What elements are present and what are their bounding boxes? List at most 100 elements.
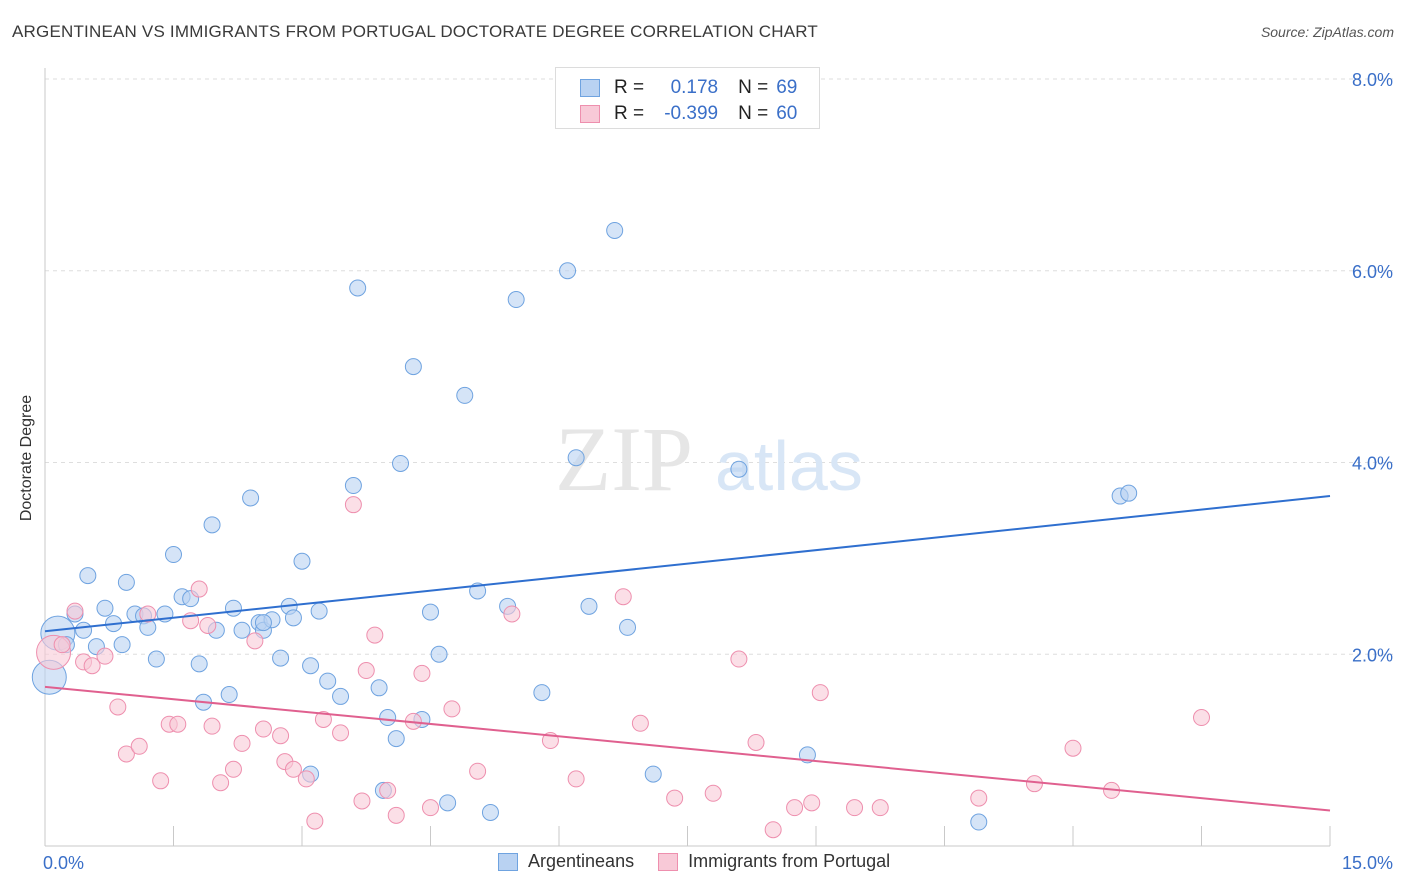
portugal-point <box>846 799 864 817</box>
source-note: Source: ZipAtlas.com <box>1260 24 1394 40</box>
series-legend: Argentineans Immigrants from Portugal <box>498 851 914 872</box>
portugal-point <box>254 720 272 738</box>
argentineans-point <box>404 358 422 376</box>
portugal-point <box>503 605 521 623</box>
argentineans-point <box>580 597 598 615</box>
n-label: N = <box>738 103 769 124</box>
portugal-point <box>212 774 230 792</box>
portugal-point <box>666 789 684 807</box>
portugal-point <box>203 717 221 735</box>
legend-item-argentineans[interactable]: Argentineans <box>498 851 634 872</box>
portugal-point <box>803 794 821 812</box>
stats-legend-row-portugal: R = -0.399 N = 60 <box>580 101 797 127</box>
portugal-point <box>109 698 127 716</box>
argentineans-point <box>430 645 448 663</box>
portugal-point <box>422 799 439 817</box>
argentineans-point <box>567 449 585 467</box>
argentineans-point <box>117 573 135 591</box>
portugal-point <box>284 760 302 778</box>
portugal-point <box>130 737 148 755</box>
argentineans-point <box>319 672 337 690</box>
portugal-point <box>152 772 170 790</box>
argentineans-point <box>344 477 362 495</box>
portugal-point <box>366 626 384 644</box>
x-tick-label-min: 0.0% <box>43 853 84 873</box>
portugal-point <box>614 588 632 606</box>
argentineans-point <box>75 621 93 639</box>
argentineans-point <box>272 649 290 667</box>
portugal-point <box>1025 775 1043 793</box>
argentineans-point <box>220 686 238 704</box>
argentineans-point <box>349 279 367 297</box>
argentineans-r-value: 0.178 <box>670 77 719 98</box>
portugal-n-value: 60 <box>776 103 798 124</box>
argentineans-point <box>165 546 182 564</box>
argentineans-point <box>203 516 221 534</box>
legend-label-portugal: Immigrants from Portugal <box>688 851 891 871</box>
portugal-point <box>786 799 804 817</box>
portugal-point <box>332 724 350 742</box>
argentineans-point <box>970 813 988 831</box>
argentineans-point <box>1120 484 1138 502</box>
argentineans-point <box>507 291 525 309</box>
portugal-point <box>413 664 431 682</box>
argentineans-point <box>644 765 662 783</box>
portugal-point <box>233 734 251 752</box>
legend-item-portugal[interactable]: Immigrants from Portugal <box>658 851 890 872</box>
n-label: N = <box>738 77 769 98</box>
argentineans-point <box>284 609 302 627</box>
portugal-point <box>357 662 375 680</box>
portugal-point <box>871 799 889 817</box>
argentineans-point <box>79 567 97 585</box>
portugal-point <box>387 806 405 824</box>
argentineans-point <box>456 386 474 404</box>
argentineans-point <box>310 602 328 620</box>
legend-label-argentineans: Argentineans <box>528 851 635 871</box>
argentineans-swatch <box>580 79 600 97</box>
portugal-point <box>53 636 71 654</box>
portugal-point <box>314 710 332 728</box>
portugal-point <box>443 700 461 718</box>
portugal-point <box>469 762 487 780</box>
portugal-point <box>970 789 988 807</box>
argentineans-point <box>242 489 260 507</box>
portugal-point <box>272 727 290 745</box>
portugal-point <box>199 616 217 634</box>
r-label: R = <box>614 77 645 98</box>
portugal-swatch <box>580 105 600 123</box>
portugal-point <box>1064 739 1082 757</box>
portugal-point <box>83 657 101 675</box>
argentineans-point <box>113 636 131 654</box>
argentineans-point <box>439 794 457 812</box>
argentineans-point <box>559 262 577 280</box>
argentineans-n-value: 69 <box>776 77 798 98</box>
portugal-point <box>190 580 208 598</box>
argentineans-point <box>422 603 439 621</box>
stats-legend: R = 0.178 N = 69 R = -0.399 N = 60 <box>555 67 820 129</box>
portugal-point <box>764 821 782 839</box>
legend-swatch-argentineans <box>498 852 518 871</box>
portugal-point <box>246 632 264 650</box>
portugal-point <box>631 714 649 732</box>
x-tick-label-max: 15.0% <box>1342 853 1393 873</box>
argentineans-point <box>302 657 320 675</box>
chart-title: ARGENTINEAN VS IMMIGRANTS FROM PORTUGAL … <box>12 22 819 41</box>
argentineans-point <box>481 803 499 821</box>
portugal-point <box>730 650 748 668</box>
argentineans-trend-line <box>44 495 1331 633</box>
argentineans-point <box>190 655 208 673</box>
argentineans-point <box>379 709 397 727</box>
portugal-point <box>811 684 829 702</box>
r-label: R = <box>614 103 645 124</box>
argentineans-point <box>387 730 405 748</box>
argentineans-point <box>730 460 748 478</box>
portugal-point <box>139 605 157 623</box>
argentineans-point <box>224 599 242 617</box>
argentineans-point <box>332 687 350 705</box>
y-tick-label: 2.0% <box>1352 645 1393 665</box>
portugal-point <box>1193 709 1210 727</box>
y-tick-label: 8.0% <box>1352 70 1393 90</box>
portugal-point <box>379 781 397 799</box>
y-tick-label: 4.0% <box>1352 454 1393 474</box>
argentineans-point <box>606 221 624 239</box>
